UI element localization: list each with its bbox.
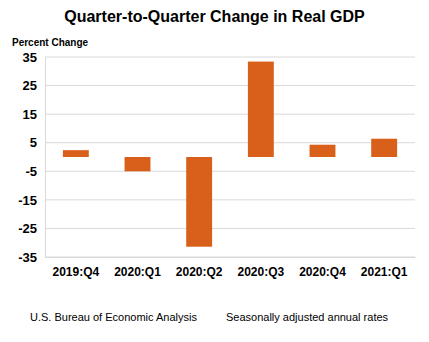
grid-line bbox=[45, 85, 415, 86]
y-tick: -35 bbox=[18, 250, 45, 265]
y-tick-label: 5 bbox=[30, 135, 37, 150]
bar bbox=[125, 157, 151, 171]
grid-line bbox=[45, 142, 415, 143]
y-tick-label: -25 bbox=[18, 221, 37, 236]
y-axis-title: Percent Change bbox=[12, 37, 89, 48]
bar bbox=[63, 150, 89, 157]
grid bbox=[45, 57, 415, 257]
y-tick: -15 bbox=[18, 193, 45, 208]
y-tick: 25 bbox=[23, 78, 45, 93]
y-tick-label: -5 bbox=[25, 164, 37, 179]
x-tick-label: 2020:Q1 bbox=[114, 265, 161, 279]
x-tick: 2020:Q1 bbox=[114, 257, 161, 279]
bar bbox=[186, 157, 212, 247]
bar bbox=[248, 62, 274, 157]
title: Quarter-to-Quarter Change in Real GDP bbox=[64, 8, 365, 25]
grid-line bbox=[45, 257, 415, 258]
y-axis: 35 25 15 5 -5 -15 -25 -35 bbox=[18, 50, 45, 265]
x-tick-label: 2020:Q3 bbox=[237, 265, 284, 279]
y-tick-label: -35 bbox=[18, 250, 37, 265]
x-tick: 2020:Q2 bbox=[176, 257, 223, 279]
x-tick-label: 2019:Q4 bbox=[52, 265, 99, 279]
y-tick: -5 bbox=[25, 164, 45, 179]
bar bbox=[310, 145, 336, 157]
x-axis-line bbox=[46, 257, 416, 258]
x-tick: 2020:Q4 bbox=[299, 257, 346, 279]
grid-line bbox=[45, 228, 415, 229]
grid-line bbox=[45, 57, 415, 58]
x-tick-label: 2020:Q2 bbox=[176, 265, 223, 279]
y-tick: -25 bbox=[18, 221, 45, 236]
y-tick-label: 35 bbox=[23, 50, 37, 65]
chart: Quarter-to-Quarter Change in Real GDP Per… bbox=[0, 0, 429, 342]
x-tick: 2021:Q1 bbox=[361, 257, 408, 279]
bars bbox=[63, 62, 397, 247]
x-axis: 2019:Q4 2020:Q1 2020:Q2 2020:Q3 2020:Q4 2021:… bbox=[46, 257, 416, 279]
plot: 3525155-5-15-25-352019:Q42020:Q12020:Q22… bbox=[18, 50, 415, 279]
y-tick-label: 25 bbox=[23, 78, 37, 93]
x-tick: 2020:Q3 bbox=[237, 257, 284, 279]
grid-line bbox=[45, 171, 415, 172]
x-tick-label: 2020:Q4 bbox=[299, 265, 346, 279]
y-tick-label: -15 bbox=[18, 193, 37, 208]
y-axis-line bbox=[45, 58, 46, 258]
bar bbox=[371, 139, 397, 157]
x-tick: 2019:Q4 bbox=[52, 257, 99, 279]
y-tick-label: 15 bbox=[23, 107, 37, 122]
x-tick-label: 2021:Q1 bbox=[361, 265, 408, 279]
grid-line bbox=[45, 114, 415, 115]
note: Seasonally adjusted annual rates bbox=[226, 311, 389, 323]
y-tick: 35 bbox=[23, 50, 45, 65]
source: U.S. Bureau of Economic Analysis bbox=[30, 311, 197, 323]
grid-line bbox=[45, 199, 415, 200]
y-tick: 5 bbox=[30, 135, 45, 150]
y-tick: 15 bbox=[23, 107, 45, 122]
